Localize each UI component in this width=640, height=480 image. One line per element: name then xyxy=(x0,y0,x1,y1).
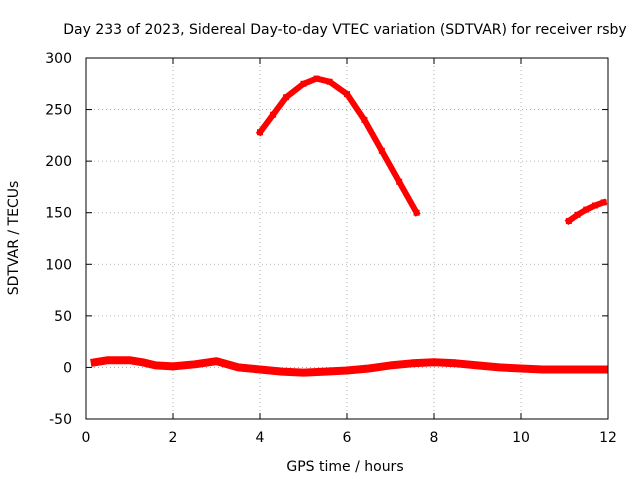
data-point xyxy=(600,366,607,373)
data-point xyxy=(300,80,307,87)
data-point xyxy=(278,368,285,375)
data-point xyxy=(191,361,198,368)
data-point xyxy=(431,359,437,366)
data-point xyxy=(170,363,176,370)
x-tick-label: 8 xyxy=(430,430,439,446)
data-point xyxy=(561,366,568,373)
data-point xyxy=(257,129,263,136)
data-point xyxy=(283,94,290,101)
chart-title: Day 233 of 2023, Sidereal Day-to-day VTE… xyxy=(63,22,626,38)
data-point xyxy=(313,75,320,82)
data-point xyxy=(387,362,394,369)
y-tick-label: 0 xyxy=(63,360,72,376)
data-point xyxy=(518,365,524,372)
data-point xyxy=(344,367,350,374)
data-point xyxy=(326,78,333,85)
x-tick-label: 6 xyxy=(343,430,352,446)
data-point xyxy=(213,358,220,365)
x-tick-label: 10 xyxy=(512,430,530,446)
data-point xyxy=(452,360,459,367)
x-tick-label: 2 xyxy=(169,430,178,446)
data-point xyxy=(235,364,242,371)
data-point xyxy=(152,362,159,369)
data-point xyxy=(126,357,133,364)
data-point xyxy=(270,111,277,118)
x-tick-label: 0 xyxy=(82,430,91,446)
data-point xyxy=(583,366,590,373)
series-layer xyxy=(90,75,608,377)
x-axis-label: GPS time / hours xyxy=(286,459,403,475)
data-point xyxy=(365,365,372,372)
y-tick-label: 150 xyxy=(45,206,72,222)
data-point xyxy=(378,147,385,154)
data-point xyxy=(361,116,368,123)
data-point xyxy=(91,359,98,366)
data-point xyxy=(322,368,329,375)
y-tick-label: 50 xyxy=(54,309,72,325)
data-point xyxy=(539,366,546,373)
x-tick-label: 12 xyxy=(599,430,617,446)
y-axis-label: SDTVAR / TECUs xyxy=(6,181,22,296)
y-tick-label: 300 xyxy=(45,51,72,67)
y-tick-label: 100 xyxy=(45,257,72,273)
data-point xyxy=(409,360,416,367)
data-point xyxy=(574,211,581,218)
data-point xyxy=(300,369,307,376)
y-tick-label: 250 xyxy=(45,103,72,119)
data-point xyxy=(583,206,590,213)
x-tick-label: 4 xyxy=(256,430,265,446)
data-point xyxy=(496,364,503,371)
data-point xyxy=(591,202,598,209)
data-point xyxy=(600,199,607,206)
y-tick-label: -50 xyxy=(49,412,72,428)
data-point xyxy=(413,209,420,216)
data-point xyxy=(344,91,350,98)
data-point xyxy=(104,357,111,364)
data-point xyxy=(139,359,146,366)
data-point xyxy=(474,362,481,369)
y-tick-label: 200 xyxy=(45,154,72,170)
data-point xyxy=(257,366,263,373)
data-point xyxy=(396,178,403,185)
data-point xyxy=(565,217,572,224)
ticks-layer: 0 2 4 6 8 10 12 -50 0 50 100 150 200 250 300 xyxy=(45,51,617,446)
